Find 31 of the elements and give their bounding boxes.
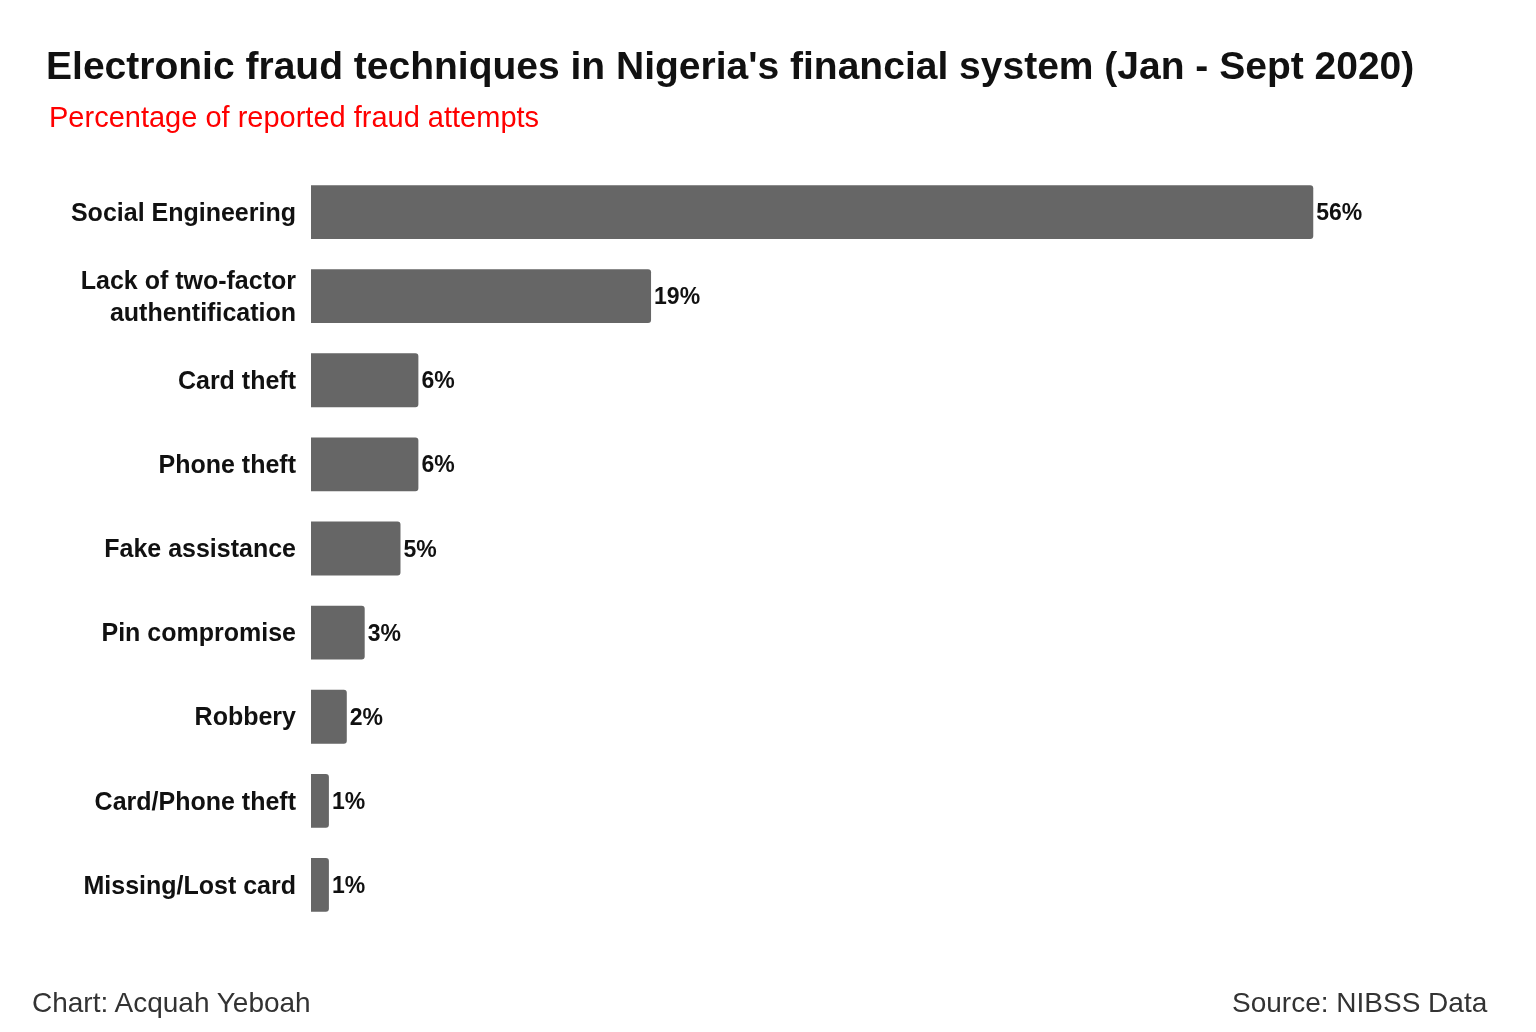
source-note: Source: NIBSS Data bbox=[1232, 987, 1488, 1018]
y-tick-label: Social Engineering bbox=[70, 197, 296, 226]
data-label: 1% bbox=[331, 787, 366, 814]
y-tick-label: Phone theft bbox=[158, 450, 297, 479]
data-label: 2% bbox=[349, 703, 384, 730]
y-tick-label: Missing/Lost card bbox=[83, 870, 296, 899]
bar bbox=[311, 353, 419, 408]
y-tick-label: Pin compromise bbox=[101, 618, 297, 647]
data-label: 6% bbox=[421, 367, 455, 394]
y-tick-label: Fake assistance bbox=[104, 534, 297, 563]
y-tick-label: Card theft bbox=[177, 366, 297, 395]
data-label: 19% bbox=[654, 283, 701, 310]
chart-subtitle: Percentage of reported fraud attempts bbox=[49, 101, 540, 133]
y-tick-label: Lack of two-factor authentification bbox=[80, 265, 297, 327]
data-label: 56% bbox=[1316, 199, 1363, 226]
text: Chart: Acquah Yeboah bbox=[32, 987, 311, 1018]
bar bbox=[311, 605, 365, 660]
bar bbox=[311, 689, 347, 744]
chart-title: Electronic fraud techniques in Nigeria's financial system (Jan - Sept 2020) bbox=[46, 43, 1415, 87]
bar bbox=[311, 269, 652, 324]
bar bbox=[311, 521, 401, 576]
y-tick-label: Card/Phone theft bbox=[94, 786, 297, 815]
data-label: 1% bbox=[331, 871, 366, 898]
data-label: 6% bbox=[421, 451, 455, 478]
bar bbox=[311, 858, 329, 912]
data-label: 5% bbox=[403, 535, 437, 562]
bar bbox=[311, 773, 329, 828]
data-label: 3% bbox=[367, 619, 401, 646]
bar bbox=[311, 437, 419, 492]
y-tick-label: Robbery bbox=[194, 702, 297, 731]
bar bbox=[311, 185, 1314, 239]
